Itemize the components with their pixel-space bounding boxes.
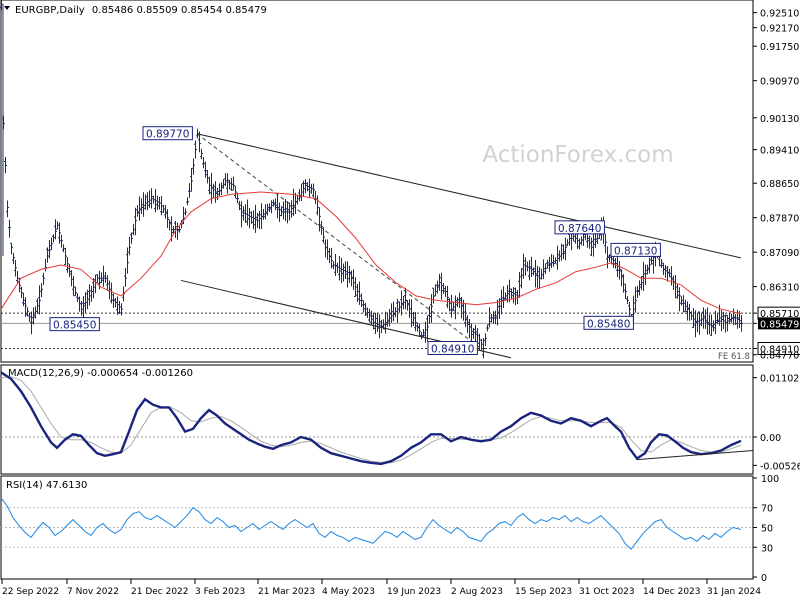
macd-label: MACD(12,26,9) -0.000654 -0.001260	[8, 368, 193, 379]
macd-signal-line	[0, 376, 742, 464]
axis-layer: 0.92510 0.92170 0.91750 0.90970 0.90130 0.894…	[1, 9, 800, 597]
chart-title-symbol: EURGBP,Daily	[15, 5, 85, 16]
price-y-tick-label: 0.87090	[760, 248, 799, 259]
chart-title: EURGBP,Daily 0.85486 0.85509 0.85454 0.8…	[15, 5, 267, 16]
x-tick-label: 31 Jan 2024	[707, 587, 761, 597]
price-y-tick-label: 0.85479	[760, 319, 799, 330]
price-callout-label: 0.87130	[614, 245, 657, 257]
price-y-tick-label: 0.84910	[760, 345, 799, 356]
macd-y-tick-label: -0.005267	[760, 461, 800, 472]
rsi-y-tick-label: 70	[761, 504, 773, 515]
price-y-tick-label: 0.90970	[760, 77, 799, 88]
price-callout: 0.89770	[142, 126, 193, 141]
rsi-y-tick-label: 0	[761, 573, 767, 584]
macd-layer	[0, 371, 754, 466]
macd-line	[0, 371, 742, 466]
price-callout: 0.85480	[583, 315, 634, 330]
trendline	[196, 133, 742, 259]
price-y-tick-label: 0.88650	[760, 179, 799, 190]
price-callout-label: 0.84910	[431, 344, 474, 356]
x-tick-label: 21 Mar 2023	[258, 587, 315, 597]
moving-average-line	[0, 191, 742, 315]
rsi-label: RSI(14) 47.6130	[6, 480, 87, 491]
price-y-tick-label: 0.92510	[760, 9, 799, 20]
macd-panel	[0, 364, 754, 475]
price-callout: 0.87130	[610, 242, 661, 257]
rsi-y-tick-label: 100	[761, 474, 779, 485]
rsi-y-tick-label: 30	[761, 543, 773, 554]
rsi-line	[0, 497, 742, 551]
price-layer: 0.89770 0.85450 0.84910 0.87640 0.87130 0.854…	[0, 0, 753, 362]
price-y-tick-label: 0.89410	[760, 146, 799, 157]
x-tick-label: 21 Dec 2022	[131, 587, 189, 597]
x-tick-label: 22 Sep 2022	[2, 587, 59, 597]
price-callout-label: 0.89770	[146, 129, 189, 141]
price-y-tick-label: 0.85710	[760, 309, 799, 320]
price-y-tick-label: 0.84770	[760, 351, 799, 362]
price-callout-box	[142, 126, 193, 141]
trendline	[196, 133, 482, 349]
rsi-layer	[0, 497, 753, 551]
chart-ohlc: 0.85486 0.85509 0.85454 0.85479	[92, 5, 267, 16]
macd-y-tick-label: 0.00	[760, 433, 781, 444]
dropdown-arrow-icon[interactable]	[4, 6, 10, 10]
price-y-tick-label: 0.86310	[760, 283, 799, 294]
x-tick-label: 7 Nov 2022	[67, 587, 119, 597]
x-tick-label: 3 Feb 2023	[195, 587, 245, 597]
price-callout-label: 0.85450	[53, 320, 96, 332]
price-callout: 0.85450	[49, 317, 100, 332]
macd-y-tick-label: 0.011027	[760, 374, 800, 385]
price-callout-box	[610, 242, 661, 257]
price-callout-box	[554, 220, 605, 235]
price-y-tick-label: 0.92170	[760, 24, 799, 35]
price-callout: 0.87640	[554, 220, 605, 235]
rsi-y-tick-label: 50	[761, 524, 773, 535]
last-price-badge	[758, 317, 800, 330]
watermark: ActionForex.com	[482, 142, 673, 168]
price-y-tick-label: 0.87870	[760, 214, 799, 225]
price-callout-label: 0.87640	[558, 223, 601, 235]
x-tick-label: 2 Aug 2023	[451, 587, 503, 597]
x-tick-label: 4 May 2023	[322, 587, 375, 597]
level-badge	[757, 342, 800, 356]
x-tick-label: 19 Jun 2023	[387, 587, 441, 597]
price-callout-label: 0.85480	[587, 318, 630, 330]
price-callout-box	[583, 315, 634, 330]
fe-label: FE 61.8	[718, 352, 750, 362]
macd-trendline	[636, 449, 754, 461]
price-callout: 0.84910	[427, 341, 478, 356]
price-y-tick-label: 0.91750	[760, 42, 799, 53]
price-callout-box	[427, 341, 478, 356]
price-y-tick-label: 0.90130	[760, 114, 799, 125]
x-tick-label: 31 Oct 2023	[579, 587, 635, 597]
price-callout-box	[49, 317, 100, 332]
x-tick-label: 15 Sep 2023	[515, 587, 572, 597]
x-tick-label: 14 Dec 2023	[643, 587, 701, 597]
